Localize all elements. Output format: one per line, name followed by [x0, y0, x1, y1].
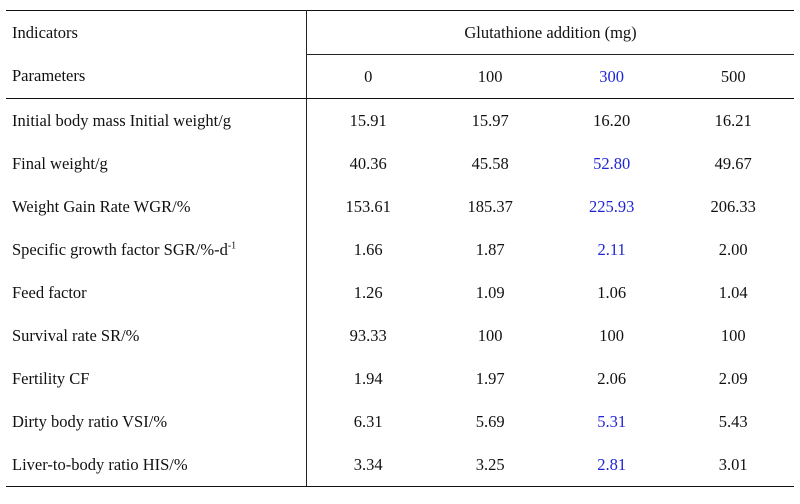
data-cell: 1.66: [353, 239, 383, 259]
data-cell: 2.81: [550, 443, 673, 487]
data-cell: 52.80: [593, 153, 631, 173]
data-cell: 1.94: [353, 368, 383, 388]
data-cell: 49.67: [714, 153, 752, 173]
header-cell: 500: [672, 54, 794, 99]
data-cell: 2.11: [597, 239, 626, 259]
data-cell: 5.31: [597, 411, 627, 431]
data-cell: 225.93: [588, 196, 635, 216]
data-cell: 93.33: [349, 325, 387, 345]
data-row: Initial body mass Initial weight/g 15.91 1…: [6, 98, 794, 142]
header-cell: Glutathione addition (mg): [306, 10, 794, 55]
data-cell: 3.34: [306, 443, 430, 487]
data-cell: 1.26: [353, 282, 383, 302]
data-cell: 1.06: [597, 282, 627, 302]
row-label: Initial body mass Initial weight/g: [6, 98, 307, 142]
row-label: Fertility CF: [6, 357, 307, 400]
data-cell: 1.09: [475, 282, 505, 302]
header-cell: 300: [550, 54, 673, 99]
data-cell: 3.01: [672, 443, 794, 487]
data-row: Final weight/g 40.36 45.58 52.80 49.67: [6, 142, 794, 185]
header-cell: Parameters: [6, 54, 307, 99]
data-cell: 3.25: [429, 443, 551, 487]
data-row: Fertility CF 1.94 1.97 2.06 2.09: [6, 357, 794, 400]
header-row: Parameters 0 100 300 500: [6, 54, 794, 99]
data-cell: 15.91: [349, 110, 387, 130]
row-label: Dirty body ratio VSI/%: [6, 400, 307, 443]
superscript: -1: [227, 240, 237, 251]
data-cell: 16.20: [593, 110, 631, 130]
row-label: Weight Gain Rate WGR/%: [6, 185, 307, 228]
data-cell: 100: [477, 325, 503, 345]
data-cell: 5.43: [718, 411, 748, 431]
data-row: Weight Gain Rate WGR/% 153.61 185.37 225.93…: [6, 185, 794, 228]
data-cell: 40.36: [349, 153, 387, 173]
row-label: Feed factor: [6, 271, 307, 314]
data-cell: 2.09: [718, 368, 748, 388]
data-row: Dirty body ratio VSI/% 6.31 5.69 5.31 5.43: [6, 400, 794, 443]
header-cell: Indicators: [6, 10, 307, 55]
data-cell: 185.37: [467, 196, 513, 216]
row-label: Survival rate SR/%: [6, 314, 307, 357]
data-row: Survival rate SR/% 93.33 100 100 100: [6, 314, 794, 357]
row-label: Final weight/g: [6, 142, 307, 185]
data-cell: 1.04: [718, 282, 748, 302]
row-label: Specific growth factor SGR/%-d-1: [6, 228, 307, 271]
data-cell: 2.06: [597, 368, 627, 388]
data-row: Specific growth factor SGR/%-d-1 1.66 1.87…: [6, 228, 794, 271]
data-cell: 1.97: [475, 368, 505, 388]
data-row: Liver-to-body ratio HIS/% 3.34 3.25 2.81 3.0…: [6, 443, 794, 487]
label-text: Specific growth factor SGR/%-d: [12, 239, 228, 259]
header-row: Indicators Glutathione addition (mg): [6, 10, 794, 55]
data-cell: 45.58: [471, 153, 509, 173]
data-cell: 100: [720, 325, 746, 345]
data-cell: 153.61: [345, 196, 391, 216]
data-cell: 100: [599, 325, 625, 345]
row-label: Liver-to-body ratio HIS/%: [6, 443, 307, 487]
data-cell: 16.21: [714, 110, 752, 130]
data-cell: 206.33: [710, 196, 756, 216]
header-cell: 100: [429, 54, 551, 99]
data-row: Feed factor 1.26 1.09 1.06 1.04: [6, 271, 794, 314]
header-cell: 0: [306, 54, 430, 99]
data-cell: 15.97: [471, 110, 509, 130]
data-cell: 1.87: [475, 239, 505, 259]
data-cell: 6.31: [353, 411, 383, 431]
data-cell: 5.69: [475, 411, 505, 431]
data-cell: 2.00: [718, 239, 748, 259]
data-table: Indicators Glutathione addition (mg) Par…: [6, 10, 794, 487]
